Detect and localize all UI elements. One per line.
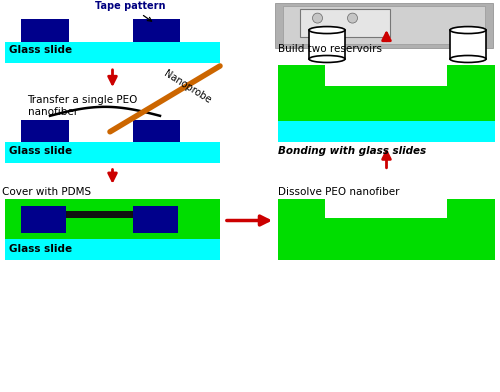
FancyBboxPatch shape xyxy=(278,199,325,218)
FancyBboxPatch shape xyxy=(21,205,66,233)
Text: Glass slide: Glass slide xyxy=(9,245,72,254)
FancyBboxPatch shape xyxy=(21,120,68,142)
FancyBboxPatch shape xyxy=(21,18,68,42)
Text: Glass slide: Glass slide xyxy=(9,146,72,156)
Text: Glass slide: Glass slide xyxy=(9,45,72,55)
FancyBboxPatch shape xyxy=(278,65,325,86)
FancyBboxPatch shape xyxy=(448,65,495,86)
Ellipse shape xyxy=(450,27,486,34)
FancyBboxPatch shape xyxy=(5,142,220,163)
FancyBboxPatch shape xyxy=(278,86,495,121)
Text: Transfer a single PEO
nanofiber: Transfer a single PEO nanofiber xyxy=(28,95,138,117)
FancyBboxPatch shape xyxy=(450,30,486,59)
Text: Bonding with glass slides: Bonding with glass slides xyxy=(278,146,426,156)
FancyBboxPatch shape xyxy=(275,3,492,48)
FancyBboxPatch shape xyxy=(282,6,485,44)
Ellipse shape xyxy=(309,27,345,34)
FancyBboxPatch shape xyxy=(448,199,495,218)
FancyBboxPatch shape xyxy=(5,42,220,63)
Ellipse shape xyxy=(348,13,358,23)
Ellipse shape xyxy=(450,56,486,62)
FancyBboxPatch shape xyxy=(132,205,178,233)
FancyBboxPatch shape xyxy=(66,211,132,218)
FancyBboxPatch shape xyxy=(132,18,180,42)
FancyBboxPatch shape xyxy=(278,121,495,142)
Text: Dissolve PEO nanofiber: Dissolve PEO nanofiber xyxy=(278,187,399,197)
Text: Build two reservoirs: Build two reservoirs xyxy=(278,44,382,54)
FancyBboxPatch shape xyxy=(5,240,220,260)
FancyBboxPatch shape xyxy=(5,199,220,240)
FancyBboxPatch shape xyxy=(325,65,448,86)
FancyBboxPatch shape xyxy=(325,199,448,218)
FancyBboxPatch shape xyxy=(300,9,390,36)
FancyBboxPatch shape xyxy=(132,120,180,142)
FancyBboxPatch shape xyxy=(278,218,495,260)
Ellipse shape xyxy=(309,56,345,62)
Text: Cover with PDMS: Cover with PDMS xyxy=(2,187,92,197)
Text: Tape pattern: Tape pattern xyxy=(95,1,165,21)
Ellipse shape xyxy=(312,13,322,23)
FancyBboxPatch shape xyxy=(309,30,345,59)
Text: Nanoprobe: Nanoprobe xyxy=(162,69,213,105)
